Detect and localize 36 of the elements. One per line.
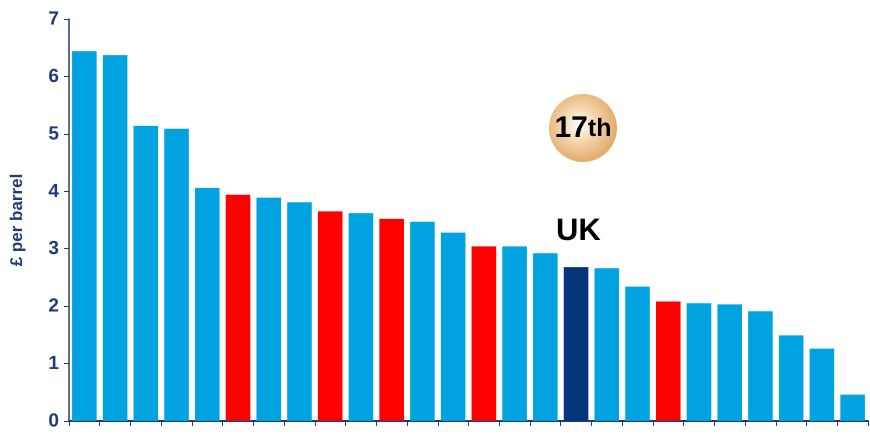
bar xyxy=(656,302,681,421)
bar xyxy=(134,126,158,421)
bar xyxy=(72,51,97,421)
bar xyxy=(594,268,620,421)
y-tick-label: 2 xyxy=(48,296,59,317)
y-tick-label: 1 xyxy=(48,353,60,374)
bar xyxy=(840,394,865,421)
bar xyxy=(440,232,466,421)
y-tick-label: 7 xyxy=(48,8,59,30)
y-tick-label: 4 xyxy=(48,180,60,202)
annotation: UK xyxy=(556,212,602,247)
bar xyxy=(348,213,374,421)
bar xyxy=(625,286,650,421)
bar xyxy=(102,55,128,421)
bar xyxy=(287,202,312,421)
bar xyxy=(686,303,712,421)
y-axis-title: £ per barrel xyxy=(7,174,26,266)
bar xyxy=(226,194,250,421)
y-tick-label: 6 xyxy=(48,66,59,87)
bar xyxy=(810,348,834,421)
bar xyxy=(164,128,189,421)
bar xyxy=(564,267,588,421)
bar xyxy=(256,198,282,421)
y-tick-label: 5 xyxy=(48,123,60,144)
bar xyxy=(533,253,558,421)
bar xyxy=(410,222,435,421)
bar xyxy=(472,246,496,421)
bar xyxy=(194,188,220,421)
bar xyxy=(717,304,742,421)
y-tick-label: 0 xyxy=(48,410,59,432)
bar xyxy=(502,246,527,421)
bar xyxy=(778,335,804,421)
bar xyxy=(379,218,404,421)
y-tick-label: 3 xyxy=(48,238,59,260)
bar xyxy=(318,211,343,421)
bar xyxy=(748,311,773,421)
